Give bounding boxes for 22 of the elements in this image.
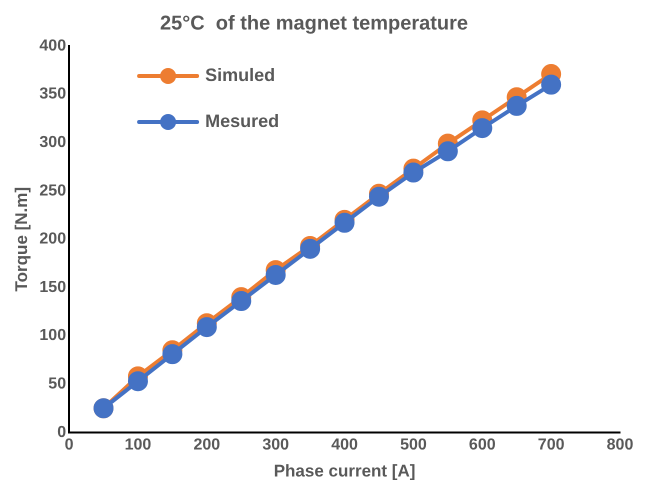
y-tick-label: 0 <box>57 424 66 441</box>
y-tick-label: 100 <box>39 327 66 344</box>
y-tick-label: 150 <box>39 278 66 296</box>
y-tick-label: 50 <box>48 376 66 393</box>
y-tick-label: 350 <box>39 86 66 103</box>
x-tick-label: 200 <box>193 436 220 454</box>
x-tick-label: 100 <box>124 436 152 454</box>
legend-label: Mesured <box>205 110 280 131</box>
y-tick-label: 200 <box>39 230 66 248</box>
x-axis-title: Phase current [A] <box>274 461 416 480</box>
x-tick-label: 400 <box>331 436 358 454</box>
x-tick-label: 500 <box>400 436 427 454</box>
chart-title: 25°C of the magnet temperature <box>160 12 468 35</box>
x-tick-label: 700 <box>538 436 565 454</box>
y-tick-label: 400 <box>39 37 66 54</box>
y-tick-label: 250 <box>39 182 66 200</box>
y-axis-title: Torque [N.m] <box>12 186 31 292</box>
x-tick-label: 300 <box>262 436 290 454</box>
y-tick-label: 300 <box>39 134 66 152</box>
x-tick-label: 600 <box>468 436 496 454</box>
legend-label: Simuled <box>205 64 276 85</box>
x-tick-label: 800 <box>606 436 634 454</box>
